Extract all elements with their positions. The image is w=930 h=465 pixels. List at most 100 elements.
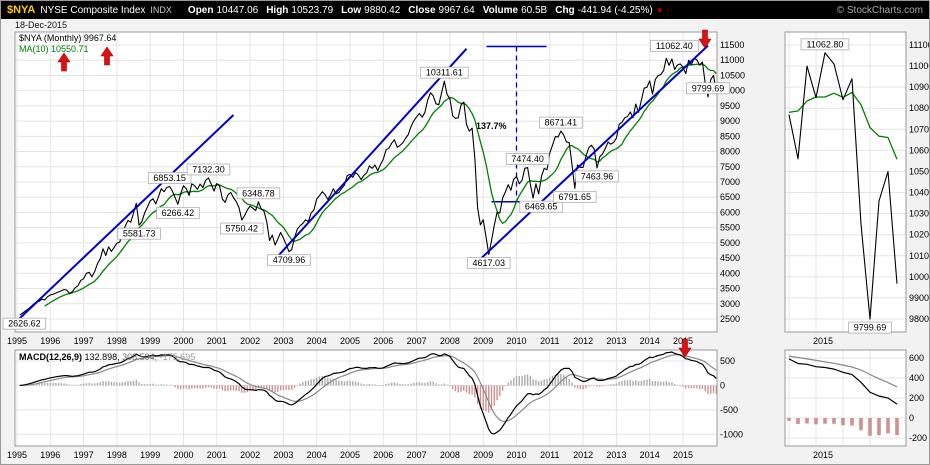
price-y-tick: 10000 <box>720 86 745 96</box>
macd-signal-line <box>19 354 717 422</box>
svg-text:6791.65: 6791.65 <box>559 192 592 202</box>
macd-value: 132.898, <box>84 352 120 362</box>
red-arrow-down-icon <box>678 338 692 358</box>
close-value: 9967.64 <box>438 4 475 16</box>
price-y-tick: 4500 <box>720 253 740 263</box>
price-annotation: 4617.03 <box>467 257 511 269</box>
inset-y-tick: 10900 <box>909 82 930 92</box>
price-annotation: 11062.80 <box>800 38 850 51</box>
svg-text:10311.61: 10311.61 <box>426 68 463 78</box>
price-x-tick: 2003 <box>273 336 293 346</box>
price-x-tick: 1995 <box>7 336 27 346</box>
svg-text:5581.73: 5581.73 <box>123 229 156 239</box>
panel-borders <box>14 31 907 447</box>
price-y-tick: 10500 <box>720 70 745 80</box>
svg-text:4709.96: 4709.96 <box>273 255 306 265</box>
inset-y-tick: 10100 <box>909 251 930 261</box>
price-annotation: 10311.61 <box>420 66 469 79</box>
macd-x-tick: 1995 <box>7 450 27 460</box>
price-y-tick: 7000 <box>720 177 740 187</box>
macd-line <box>19 351 717 435</box>
price-x-tick: 1998 <box>107 336 127 346</box>
macd-x-tick: 1996 <box>40 450 60 460</box>
change-value: -441.94 (-4.25%) <box>577 4 653 16</box>
svg-text:6469.65: 6469.65 <box>525 202 558 212</box>
price-y-tick: 4000 <box>720 268 740 278</box>
price-x-tick: 2006 <box>373 336 393 346</box>
price-annotation: 5581.73 <box>117 227 161 240</box>
volume-value: 60.5B <box>521 4 548 16</box>
svg-text:7463.96: 7463.96 <box>581 171 614 181</box>
inset-y-tick: 10600 <box>909 145 930 155</box>
stockcharts-credit-link[interactable]: © StockCharts.com <box>836 4 923 16</box>
svg-text:137.7%: 137.7% <box>476 121 507 131</box>
macd-inset-y-tick: 200 <box>909 393 924 403</box>
price-x-tick: 1997 <box>74 336 94 346</box>
macd-x-tick: 2006 <box>373 450 393 460</box>
price-annotation: 5750.42 <box>220 222 264 235</box>
macd-inset-y-tick: 400 <box>909 373 924 383</box>
low-value: 9880.42 <box>364 4 401 16</box>
macd-x-tick: 2010 <box>506 450 526 460</box>
open-value: 10447.06 <box>216 4 259 16</box>
svg-text:8671.41: 8671.41 <box>545 118 578 128</box>
price-x-tick: 2008 <box>440 336 460 346</box>
macd-inset-y-tick: 600 <box>909 353 924 363</box>
macd-hist-value: -175.695 <box>159 352 196 362</box>
trendline <box>18 114 235 320</box>
inset-y-tick: 10300 <box>909 209 930 219</box>
price-y-tick: 9500 <box>720 101 740 111</box>
price-x-tick: 2012 <box>573 336 593 346</box>
red-arrow-up-icon <box>57 52 71 72</box>
macd-inset-x-label: 2015 <box>813 450 833 460</box>
macd-inset-line <box>788 358 898 405</box>
svg-text:7474.40: 7474.40 <box>511 154 544 164</box>
inset-y-tick: 11000 <box>909 61 930 71</box>
price-x-tick: 2009 <box>473 336 493 346</box>
macd-y-tick: 0 <box>720 380 725 390</box>
close-label: Close <box>408 4 436 16</box>
macd-x-tick: 2014 <box>640 450 660 460</box>
price-annotation: 6266.42 <box>156 206 200 219</box>
price-x-tick: 2002 <box>240 336 260 346</box>
svg-text:11062.40: 11062.40 <box>656 41 693 51</box>
macd-y-tick: 500 <box>720 356 735 366</box>
inset-y-tick: 10400 <box>909 188 930 198</box>
price-series-line <box>19 57 717 316</box>
price-y-tick: 7500 <box>720 162 740 172</box>
price-inset-panel <box>788 52 898 320</box>
price-y-tick: 6000 <box>720 207 740 217</box>
trendline <box>474 44 709 265</box>
price-x-tick: 2013 <box>606 336 626 346</box>
macd-y-tick: -1000 <box>720 429 743 439</box>
macd-x-tick: 2007 <box>407 450 427 460</box>
change-label: Chg <box>555 4 575 16</box>
symbol: $NYA <box>7 4 36 16</box>
macd-x-tick: 1999 <box>140 450 160 460</box>
price-annotation: 7463.96 <box>575 170 619 183</box>
price-x-tick: 2007 <box>407 336 427 346</box>
price-x-tick: 2004 <box>307 336 327 346</box>
macd-params-label: MACD(12,26,9) <box>19 352 83 362</box>
svg-text:9799.69: 9799.69 <box>692 83 725 93</box>
price-annotation: 9799.69 <box>848 321 892 334</box>
axis-labels: 1995 1995 1996 1996 1997 1997 1998 1998 1999 1999… <box>7 40 930 460</box>
macd-x-tick: 1998 <box>107 450 127 460</box>
macd-inset-y-tick: 0 <box>909 413 914 423</box>
price-y-tick: 5000 <box>720 238 740 248</box>
price-annotation: 7132.30 <box>186 163 231 176</box>
inset-y-tick: 9800 <box>909 314 929 324</box>
inset-y-tick: 10800 <box>909 103 930 113</box>
chart-header: $NYA NYSE Composite Index INDX Open 1044… <box>1 1 929 19</box>
macd-x-tick: 2005 <box>340 450 360 460</box>
price-x-tick: 2000 <box>173 336 193 346</box>
price-annotation: 7474.40 <box>505 153 550 165</box>
macd-inset-signal-line <box>788 355 898 388</box>
red-arrow-up-icon <box>100 46 114 66</box>
red-arrow-down-icon <box>698 29 712 49</box>
macd-signal-value: 308.594, <box>122 352 158 362</box>
macd-x-tick: 2004 <box>307 450 327 460</box>
price-annotation: 6853.15 <box>147 172 192 184</box>
price-annotation: 4709.96 <box>267 254 311 267</box>
price-legend: $NYA (Monthly) 9967.64 <box>19 33 117 43</box>
